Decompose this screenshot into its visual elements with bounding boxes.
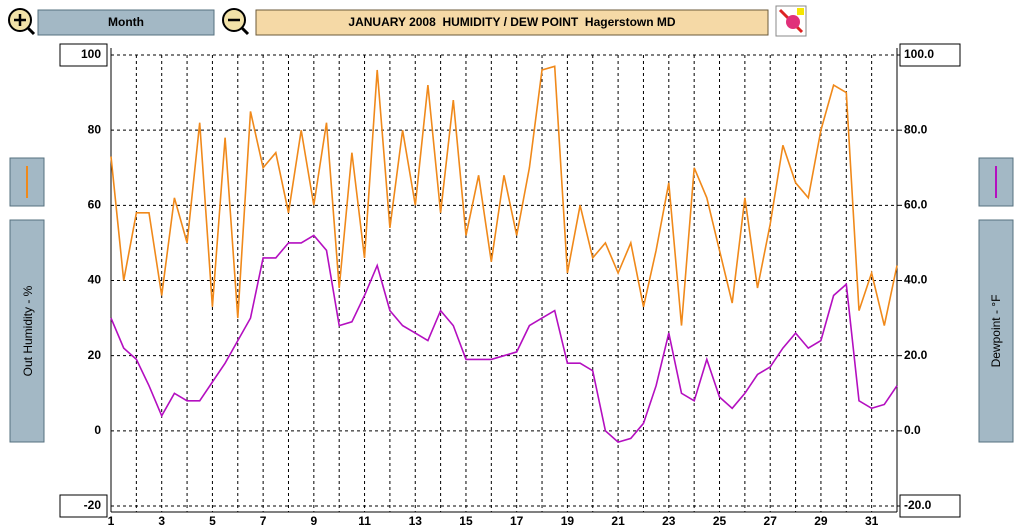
x-tick-label: 17	[510, 514, 524, 528]
title-box	[255, 9, 769, 36]
x-tick-label: 21	[611, 514, 625, 528]
x-tick-label: 29	[814, 514, 828, 528]
y2-tick-box	[899, 494, 961, 518]
series-line	[110, 234, 898, 443]
y2-tick-label: 100.0	[904, 47, 934, 61]
x-tick-label: 3	[158, 514, 165, 528]
y2-tick-box	[899, 43, 961, 67]
x-tick-label: 15	[459, 514, 473, 528]
y-tick-label: 0	[94, 423, 101, 437]
y2-axis-label: Dewpoint - °F	[989, 295, 1003, 368]
x-tick-label: 27	[764, 514, 778, 528]
x-tick-label: 19	[561, 514, 575, 528]
x-tick-label: 25	[713, 514, 727, 528]
x-tick-label: 13	[409, 514, 423, 528]
y-tick-label: 40	[88, 273, 102, 287]
x-tick-label: 7	[260, 514, 267, 528]
y-tick-label: 60	[88, 198, 102, 212]
range-button[interactable]	[37, 9, 215, 36]
y2-tick-label: 60.0	[904, 198, 928, 212]
series-line	[110, 65, 898, 326]
y-tick-label: 80	[88, 122, 102, 136]
y2-tick-label: 80.0	[904, 122, 928, 136]
x-tick-label: 23	[662, 514, 676, 528]
chart-title: JANUARY 2008 HUMIDITY / DEW POINT Hagers…	[348, 15, 675, 29]
zoom-in[interactable]	[8, 8, 36, 36]
y-tick-label: -20	[84, 498, 102, 512]
x-tick-label: 11	[358, 514, 371, 528]
settings-icon[interactable]	[775, 5, 807, 37]
x-tick-label: 5	[209, 514, 216, 528]
y2-tick-label: -20.0	[904, 498, 932, 512]
x-tick-label: 1	[108, 514, 115, 528]
y-label-box	[9, 219, 45, 443]
y-tick-label: 20	[88, 348, 102, 362]
y-axis-label: Out Humidity - %	[21, 285, 35, 376]
y-tick-box	[59, 43, 108, 67]
x-tick-label: 9	[310, 514, 317, 528]
y2-tick-label: 40.0	[904, 273, 928, 287]
y-tick-label: 100	[81, 47, 101, 61]
x-tick-label: 31	[865, 514, 879, 528]
y2-tick-label: 20.0	[904, 348, 928, 362]
y-tick-box	[59, 494, 108, 518]
zoom-out[interactable]	[222, 8, 250, 36]
y2-tick-label: 0.0	[904, 423, 921, 437]
range-button-label: Month	[108, 15, 144, 29]
y2-label-box	[978, 219, 1014, 443]
